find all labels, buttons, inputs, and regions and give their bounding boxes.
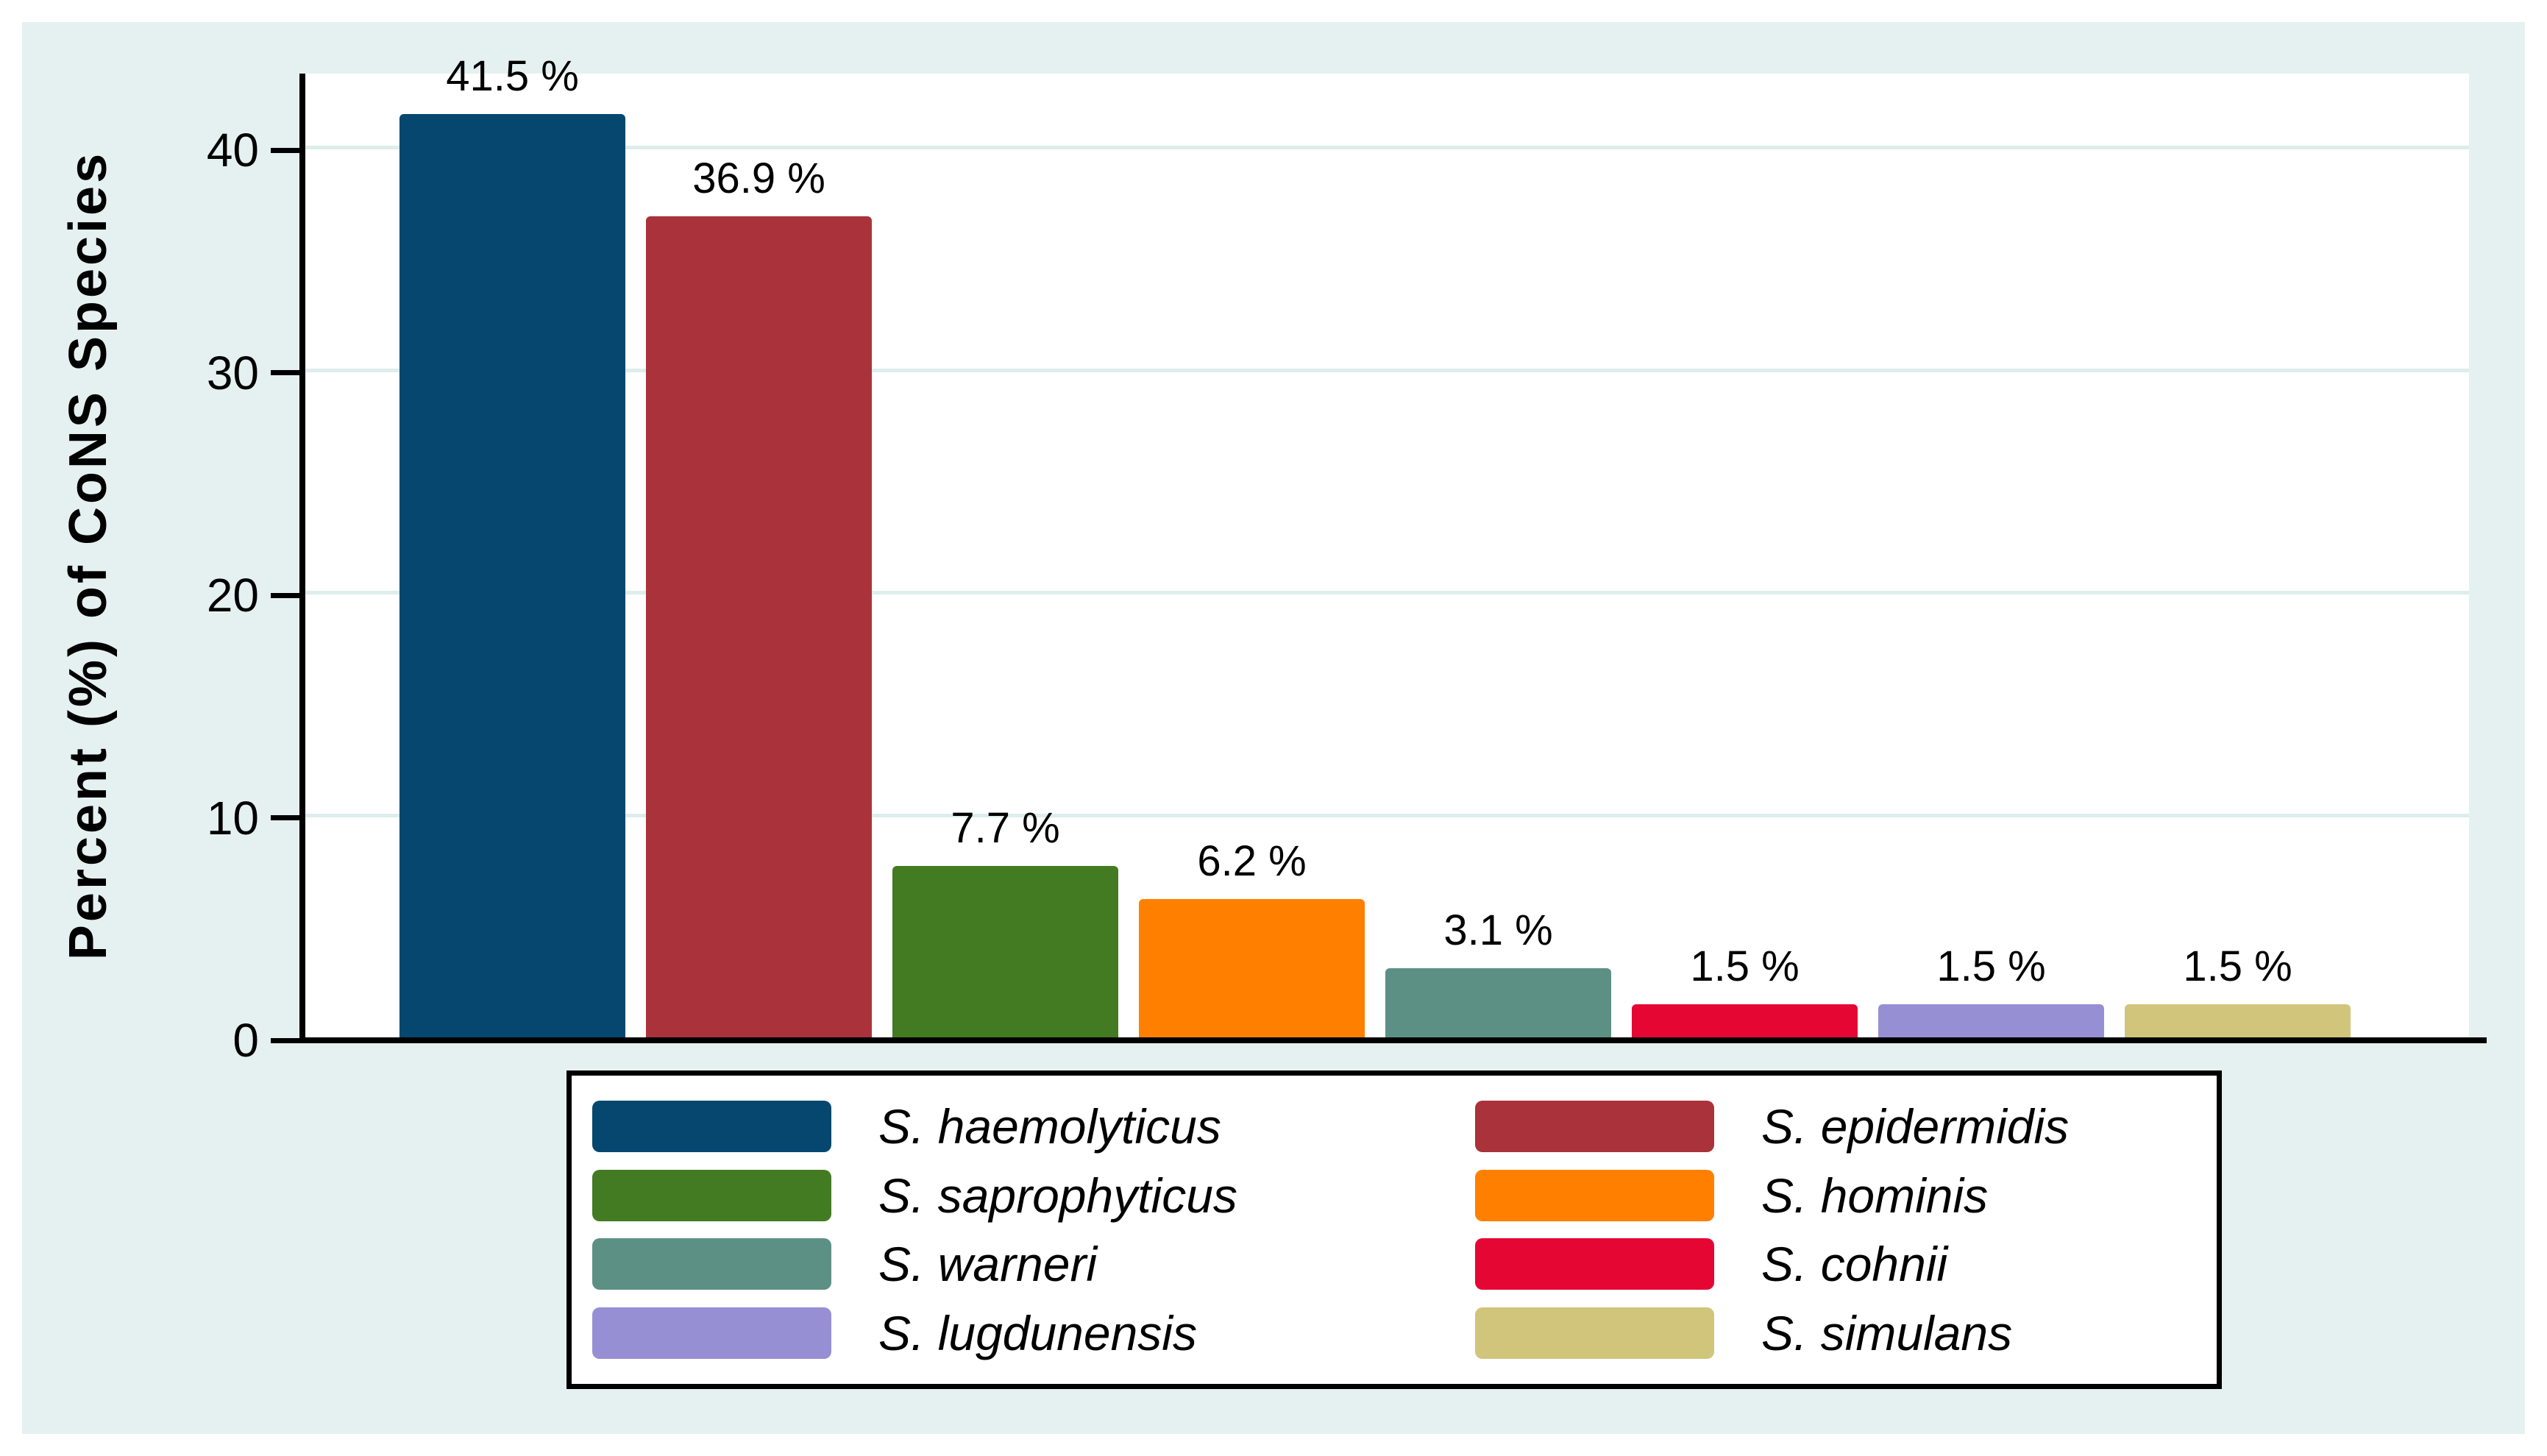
- x-axis-line: [299, 1037, 2487, 1043]
- legend-swatch-s-simulans: [1475, 1307, 1714, 1360]
- legend-item-s-cohnii: S. cohnii: [1475, 1230, 2187, 1299]
- gridline-40: [305, 146, 2469, 149]
- y-tick-0: [271, 1037, 299, 1043]
- y-tick-30: [271, 370, 299, 375]
- y-tick-label-40: 40: [206, 124, 259, 177]
- bar-value-label-s-warneri: 3.1 %: [1443, 906, 1553, 954]
- y-tick-10: [271, 815, 299, 820]
- legend-swatch-s-warneri: [592, 1238, 831, 1290]
- y-tick-label-30: 30: [206, 346, 259, 399]
- y-tick-label-0: 0: [232, 1014, 259, 1067]
- legend-label-s-hominis: S. hominis: [1761, 1168, 1989, 1223]
- bar-value-label-s-hominis: 6.2 %: [1197, 837, 1307, 885]
- legend-label-s-lugdunensis: S. lugdunensis: [878, 1306, 1197, 1361]
- bar-s-haemolyticus: [399, 114, 625, 1037]
- bar-value-label-s-simulans: 1.5 %: [2183, 942, 2292, 990]
- y-tick-40: [271, 147, 299, 153]
- y-axis-line: [299, 74, 305, 1043]
- bar-s-warneri: [1385, 968, 1611, 1037]
- bar-value-label-s-saprophyticus: 7.7 %: [951, 804, 1060, 852]
- legend-swatch-s-lugdunensis: [592, 1307, 831, 1360]
- bar-s-hominis: [1139, 899, 1365, 1037]
- legend-item-s-simulans: S. simulans: [1475, 1299, 2187, 1368]
- legend-item-s-saprophyticus: S. saprophyticus: [592, 1161, 1475, 1230]
- legend-item-s-warneri: S. warneri: [592, 1230, 1475, 1299]
- bar-value-label-s-cohnii: 1.5 %: [1690, 942, 1800, 990]
- gridline-10: [305, 813, 2469, 817]
- gridline-30: [305, 368, 2469, 372]
- legend: S. haemolyticus S. epidermidis S. saprophy…: [566, 1070, 2222, 1389]
- bar-s-simulans: [2125, 1004, 2351, 1037]
- bar-s-saprophyticus: [892, 866, 1118, 1037]
- chart-panel: Percent (%) of CoNS Species 41.5 % 36.9 %…: [22, 22, 2525, 1434]
- legend-swatch-s-epidermidis: [1475, 1100, 1714, 1152]
- plot-area: 41.5 % 36.9 % 7.7 % 6.2 % 3.1 % 1.5 % 1.5 % 1.5…: [305, 55, 2469, 1037]
- legend-label-s-saprophyticus: S. saprophyticus: [878, 1168, 1237, 1223]
- bar-value-label-s-lugdunensis: 1.5 %: [1936, 942, 2046, 990]
- bar-value-label-s-epidermidis: 36.9 %: [692, 155, 825, 202]
- bar-value-label-s-haemolyticus: 41.5 %: [446, 52, 579, 100]
- bar-s-epidermidis: [646, 216, 872, 1037]
- legend-label-s-simulans: S. simulans: [1761, 1306, 2013, 1361]
- legend-swatch-s-hominis: [1475, 1169, 1714, 1221]
- y-tick-label-20: 20: [206, 569, 259, 622]
- legend-swatch-s-cohnii: [1475, 1238, 1714, 1290]
- y-tick-label-10: 10: [206, 791, 259, 845]
- legend-label-s-haemolyticus: S. haemolyticus: [878, 1098, 1221, 1154]
- legend-label-s-warneri: S. warneri: [878, 1237, 1098, 1292]
- gridline-20: [305, 591, 2469, 594]
- y-tick-20: [271, 592, 299, 598]
- legend-item-s-haemolyticus: S. haemolyticus: [592, 1092, 1475, 1161]
- legend-swatch-s-haemolyticus: [592, 1100, 831, 1152]
- legend-swatch-s-saprophyticus: [592, 1169, 831, 1221]
- bar-s-cohnii: [1632, 1004, 1858, 1037]
- legend-item-s-lugdunensis: S. lugdunensis: [592, 1299, 1475, 1368]
- bar-s-lugdunensis: [1878, 1004, 2104, 1037]
- legend-item-s-epidermidis: S. epidermidis: [1475, 1092, 2187, 1161]
- legend-item-s-hominis: S. hominis: [1475, 1161, 2187, 1230]
- legend-label-s-cohnii: S. cohnii: [1761, 1237, 1948, 1292]
- legend-label-s-epidermidis: S. epidermidis: [1761, 1098, 2070, 1154]
